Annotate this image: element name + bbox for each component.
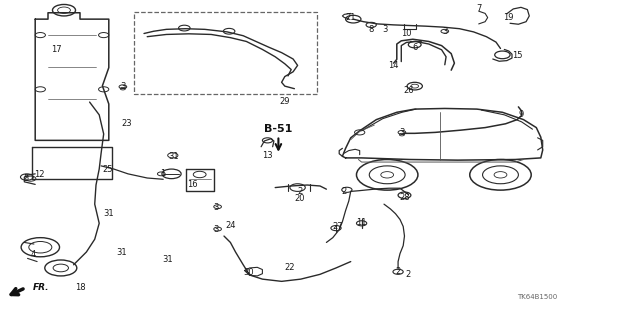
Text: 21: 21 xyxy=(346,13,356,22)
Text: 25: 25 xyxy=(102,165,113,174)
Text: 2: 2 xyxy=(342,187,347,196)
Text: TK64B1500: TK64B1500 xyxy=(518,294,557,300)
Text: 3: 3 xyxy=(120,82,125,91)
Text: 3: 3 xyxy=(399,128,404,137)
Text: 29: 29 xyxy=(280,97,290,106)
Text: FR.: FR. xyxy=(33,283,50,292)
Text: 20: 20 xyxy=(294,194,305,203)
Text: 19: 19 xyxy=(504,13,514,22)
Text: 23: 23 xyxy=(122,119,132,128)
Text: 3: 3 xyxy=(214,225,219,234)
Text: 27: 27 xyxy=(333,222,343,231)
Text: 7: 7 xyxy=(476,4,481,13)
Text: 16: 16 xyxy=(187,180,197,189)
Text: 12: 12 xyxy=(35,170,45,179)
Text: 6: 6 xyxy=(412,43,417,52)
Text: 1: 1 xyxy=(161,169,166,178)
Text: 31: 31 xyxy=(104,209,114,218)
Text: 13: 13 xyxy=(262,151,273,160)
Text: 2: 2 xyxy=(406,271,411,279)
Text: 31: 31 xyxy=(169,152,179,161)
Text: 5: 5 xyxy=(23,174,28,183)
Text: 14: 14 xyxy=(388,61,399,70)
Text: 9: 9 xyxy=(519,110,524,119)
Text: 11: 11 xyxy=(356,218,367,227)
Text: 4: 4 xyxy=(31,250,36,259)
Text: 8: 8 xyxy=(369,25,374,34)
Text: 3: 3 xyxy=(383,25,388,34)
Text: 3: 3 xyxy=(442,27,447,36)
Text: 15: 15 xyxy=(512,51,522,60)
Text: 3: 3 xyxy=(214,203,219,212)
Text: 18: 18 xyxy=(75,283,85,292)
Text: 2: 2 xyxy=(297,187,302,196)
Text: 31: 31 xyxy=(163,256,173,264)
Text: 31: 31 xyxy=(116,248,127,256)
Text: 24: 24 xyxy=(225,221,236,230)
Text: 30: 30 xyxy=(243,268,253,277)
Text: 26: 26 xyxy=(403,86,413,95)
Text: 22: 22 xyxy=(284,263,294,272)
Text: 10: 10 xyxy=(401,29,412,38)
Text: 28: 28 xyxy=(399,193,410,202)
Text: 2: 2 xyxy=(396,267,401,276)
Text: 17: 17 xyxy=(51,45,61,54)
Text: B-51: B-51 xyxy=(264,124,292,134)
